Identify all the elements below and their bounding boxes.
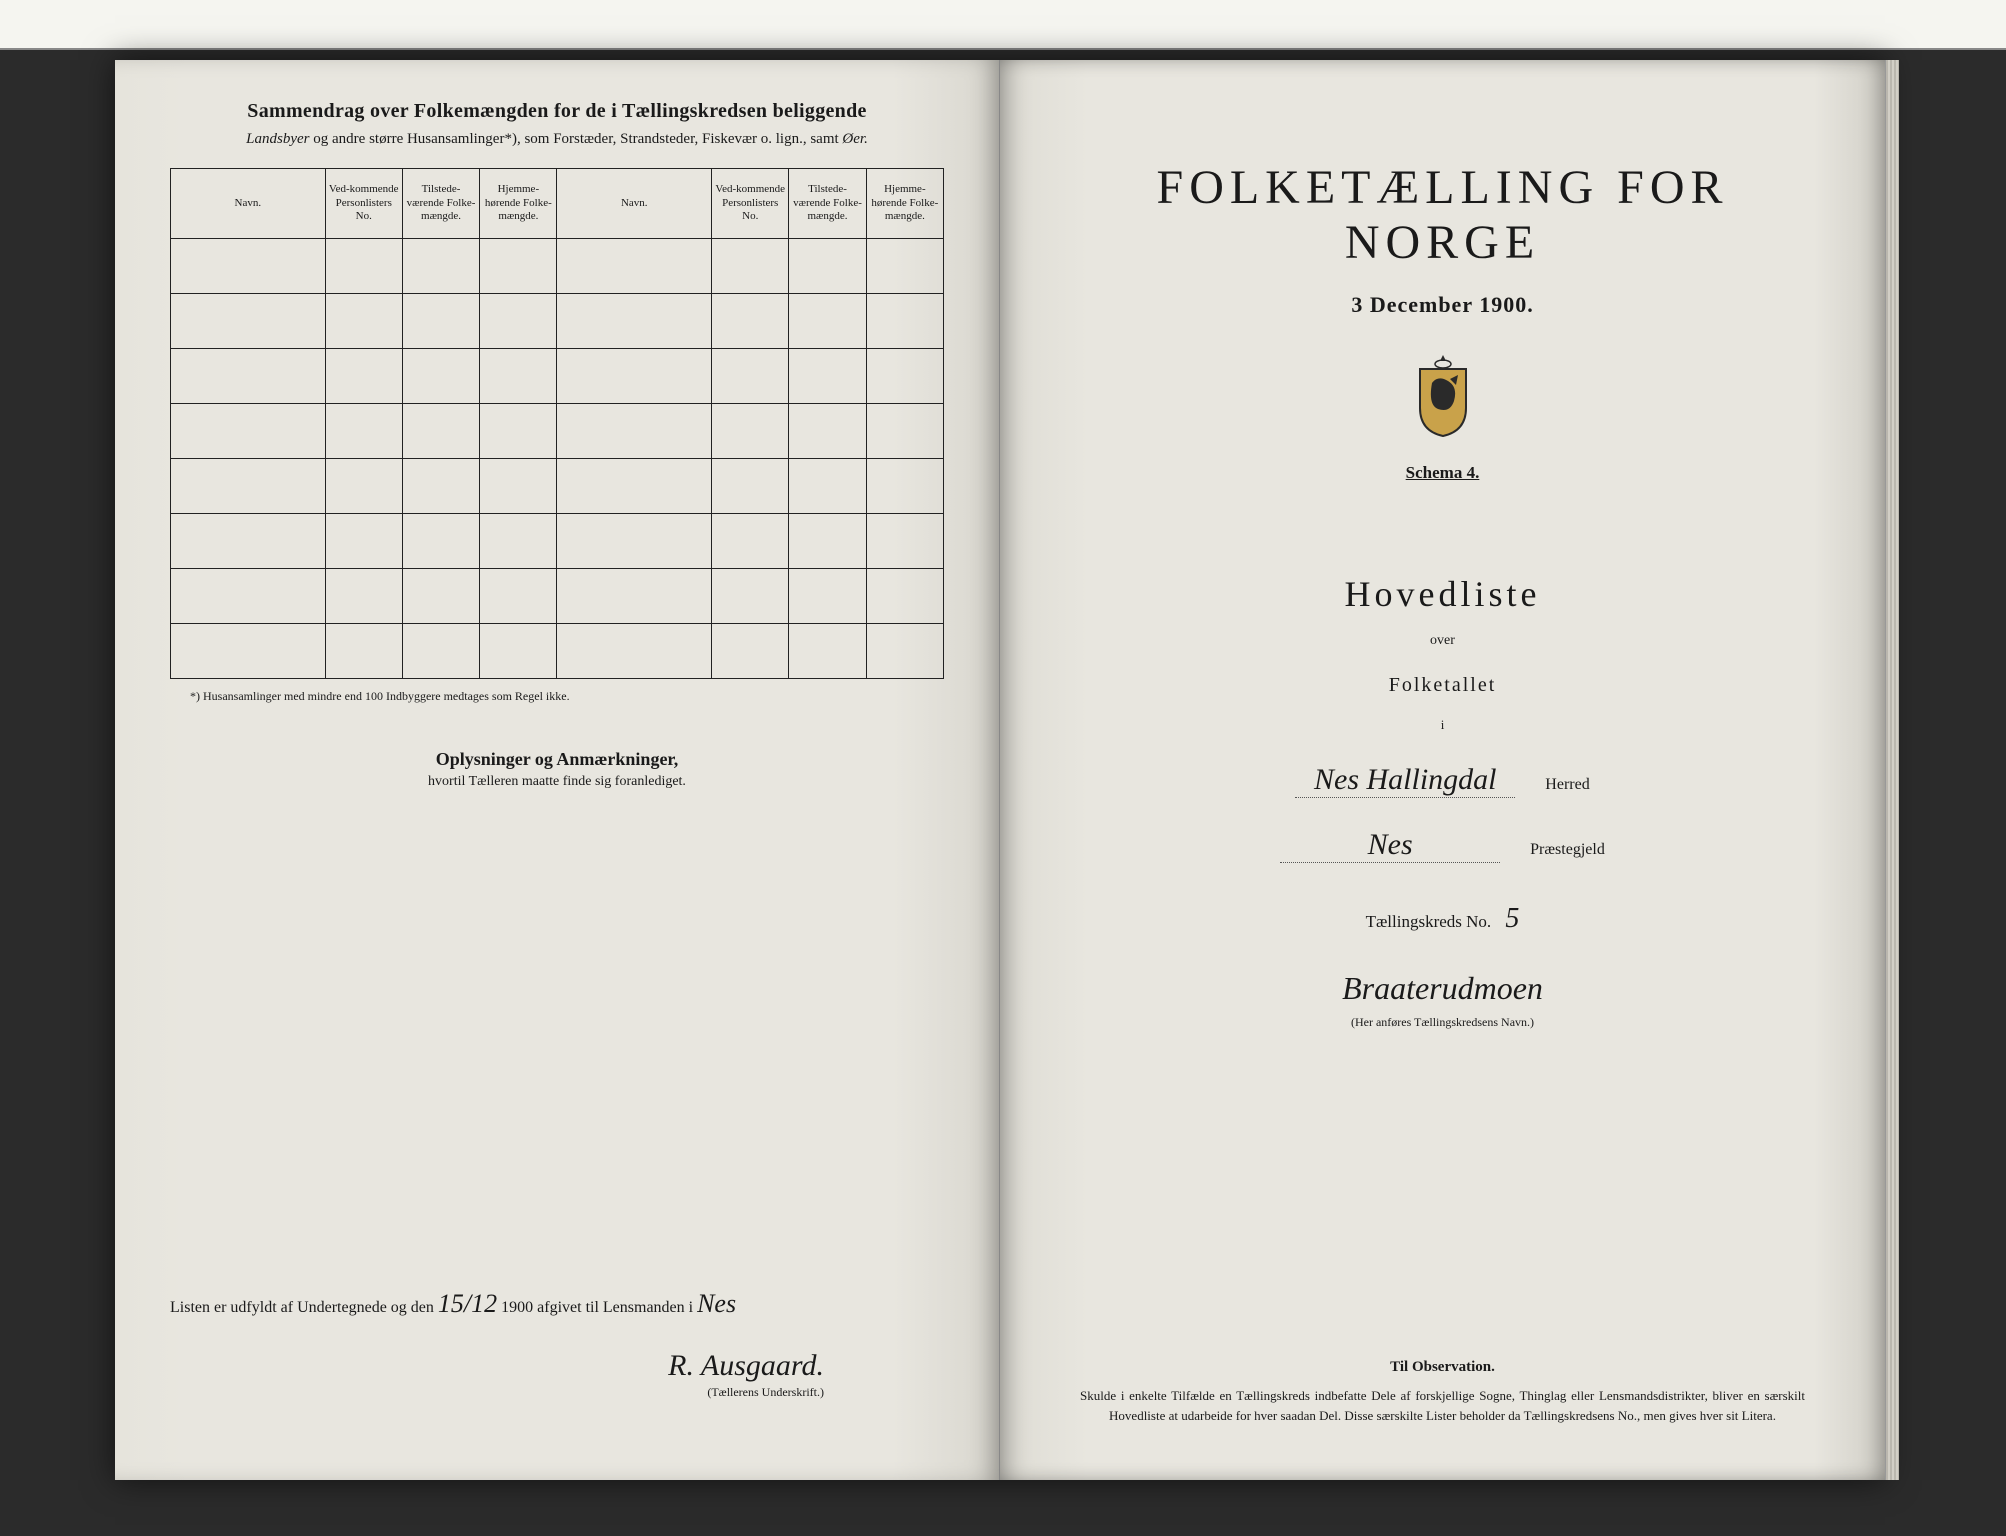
table-row bbox=[171, 459, 944, 514]
col-tilstede-2: Tilstede-værende Folke-mængde. bbox=[789, 169, 866, 239]
left-subtitle: Landsbyer og andre større Husansamlinger… bbox=[170, 129, 944, 150]
open-book: Sammendrag over Folkemængden for de i Tæ… bbox=[115, 60, 1885, 1480]
observation-title: Til Observation. bbox=[1080, 1359, 1805, 1376]
col-navn-1: Navn. bbox=[171, 169, 326, 239]
table-row bbox=[171, 514, 944, 569]
kreds-line: Tællingskreds No. 5 bbox=[1055, 903, 1830, 935]
herred-label: Herred bbox=[1545, 776, 1589, 794]
oplysninger-sub: hvortil Tælleren maatte finde sig foranl… bbox=[170, 774, 944, 790]
left-sub-mid: og andre større Husansamlinger*), som Fo… bbox=[310, 131, 843, 147]
page-edge-stack bbox=[1885, 60, 1899, 1480]
schema-label: Schema 4. bbox=[1055, 463, 1830, 483]
folketallet-label: Folketallet bbox=[1055, 674, 1830, 697]
table-row bbox=[171, 624, 944, 679]
kreds-label: Tællingskreds No. bbox=[1366, 912, 1492, 931]
col-vedkommende-1: Ved-kommende Personlisters No. bbox=[325, 169, 402, 239]
signature-handwritten: R. Ausgaard. bbox=[170, 1349, 824, 1383]
right-page: FOLKETÆLLING FOR NORGE 3 December 1900. … bbox=[1000, 60, 1885, 1480]
sig-place: Nes bbox=[697, 1289, 736, 1318]
sig-date: 15/12 bbox=[438, 1289, 497, 1318]
main-title: FOLKETÆLLING FOR NORGE bbox=[1055, 160, 1830, 270]
i-label: i bbox=[1055, 717, 1830, 733]
table-row bbox=[171, 294, 944, 349]
district-name-handwritten: Braaterudmoen bbox=[1055, 970, 1830, 1007]
col-tilstede-1: Tilstede-værende Folke-mængde. bbox=[402, 169, 479, 239]
sig-year-mid: 1900 afgivet til Lensmanden i bbox=[501, 1299, 697, 1316]
observation-block: Til Observation. Skulde i enkelte Tilfæl… bbox=[1080, 1359, 1805, 1425]
oplysninger-block: Oplysninger og Anmærkninger, hvortil Tæl… bbox=[170, 749, 944, 790]
sig-prefix: Listen er udfyldt af Undertegnede og den bbox=[170, 1299, 438, 1316]
scanner-top-strip bbox=[0, 0, 2006, 50]
col-hjemme-1: Hjemme-hørende Folke-mængde. bbox=[480, 169, 557, 239]
signature-under: R. Ausgaard. (Tællerens Underskrift.) bbox=[170, 1349, 944, 1400]
observation-body: Skulde i enkelte Tilfælde en Tællingskre… bbox=[1080, 1386, 1805, 1425]
col-vedkommende-2: Ved-kommende Personlisters No. bbox=[712, 169, 789, 239]
kreds-number: 5 bbox=[1505, 903, 1519, 934]
herred-handwritten: Nes Hallingdal bbox=[1295, 763, 1515, 798]
table-row bbox=[171, 404, 944, 459]
summary-table-body bbox=[171, 239, 944, 679]
district-caption: (Her anføres Tællingskredsens Navn.) bbox=[1055, 1015, 1830, 1030]
left-sub-italic2: Øer. bbox=[842, 131, 867, 147]
left-page: Sammendrag over Folkemængden for de i Tæ… bbox=[115, 60, 1000, 1480]
signature-caption: (Tællerens Underskrift.) bbox=[707, 1385, 824, 1399]
left-title: Sammendrag over Folkemængden for de i Tæ… bbox=[170, 100, 944, 123]
table-row bbox=[171, 239, 944, 294]
col-hjemme-2: Hjemme-hørende Folke-mængde. bbox=[866, 169, 943, 239]
praestegjeld-label: Præstegjeld bbox=[1530, 841, 1605, 859]
col-navn-2: Navn. bbox=[557, 169, 712, 239]
left-header: Sammendrag over Folkemængden for de i Tæ… bbox=[170, 100, 944, 150]
table-row bbox=[171, 569, 944, 624]
over-label: over bbox=[1055, 633, 1830, 649]
table-row bbox=[171, 349, 944, 404]
oplysninger-title: Oplysninger og Anmærkninger, bbox=[170, 749, 944, 770]
hovedliste-title: Hovedliste bbox=[1055, 573, 1830, 615]
praestegjeld-line: Nes Præstegjeld bbox=[1055, 828, 1830, 863]
signature-block: Listen er udfyldt af Undertegnede og den… bbox=[170, 1289, 944, 1400]
summary-table: Navn. Ved-kommende Personlisters No. Til… bbox=[170, 168, 944, 679]
praestegjeld-handwritten: Nes bbox=[1280, 828, 1500, 863]
footnote: *) Husansamlinger med mindre end 100 Ind… bbox=[170, 689, 944, 704]
coat-of-arms-icon bbox=[1408, 353, 1478, 438]
census-date: 3 December 1900. bbox=[1055, 292, 1830, 318]
left-sub-italic1: Landsbyer bbox=[246, 131, 309, 147]
herred-line: Nes Hallingdal Herred bbox=[1055, 763, 1830, 798]
